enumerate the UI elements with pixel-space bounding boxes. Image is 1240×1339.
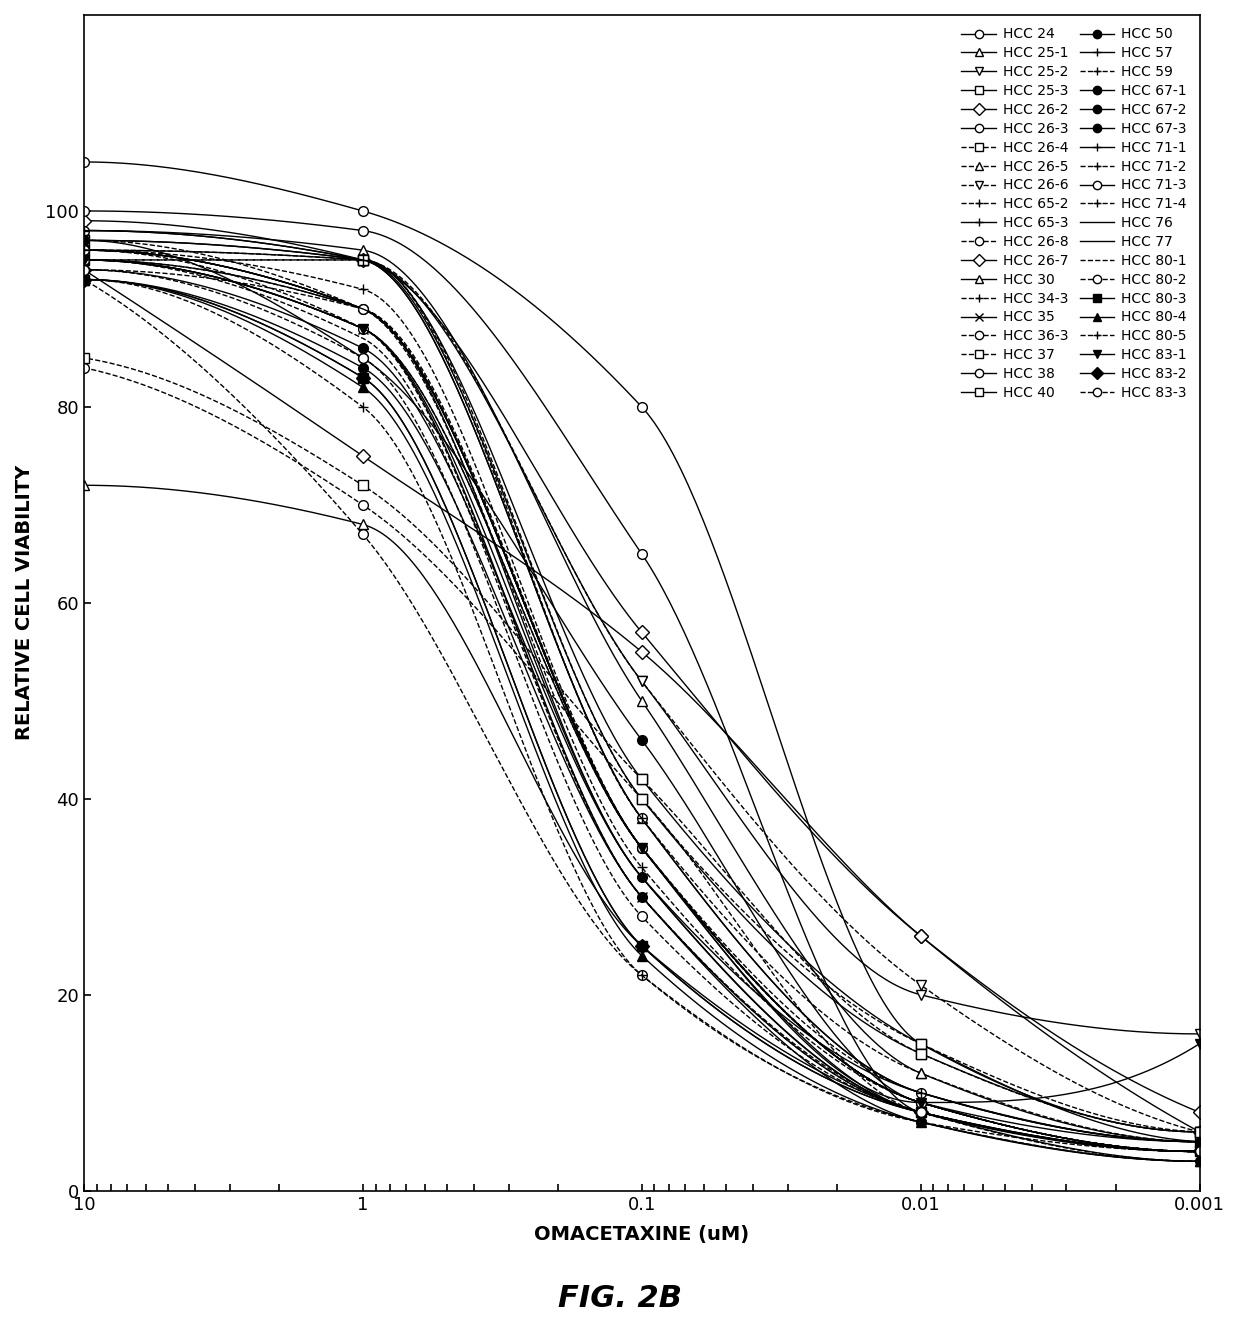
Legend: HCC 24, HCC 25-1, HCC 25-2, HCC 25-3, HCC 26-2, HCC 26-3, HCC 26-4, HCC 26-5, HC: HCC 24, HCC 25-1, HCC 25-2, HCC 25-3, HC… bbox=[956, 21, 1193, 406]
Y-axis label: RELATIVE CELL VIABILITY: RELATIVE CELL VIABILITY bbox=[15, 465, 33, 740]
X-axis label: OMACETAXINE (uM): OMACETAXINE (uM) bbox=[534, 1225, 749, 1244]
Text: FIG. 2B: FIG. 2B bbox=[558, 1284, 682, 1314]
